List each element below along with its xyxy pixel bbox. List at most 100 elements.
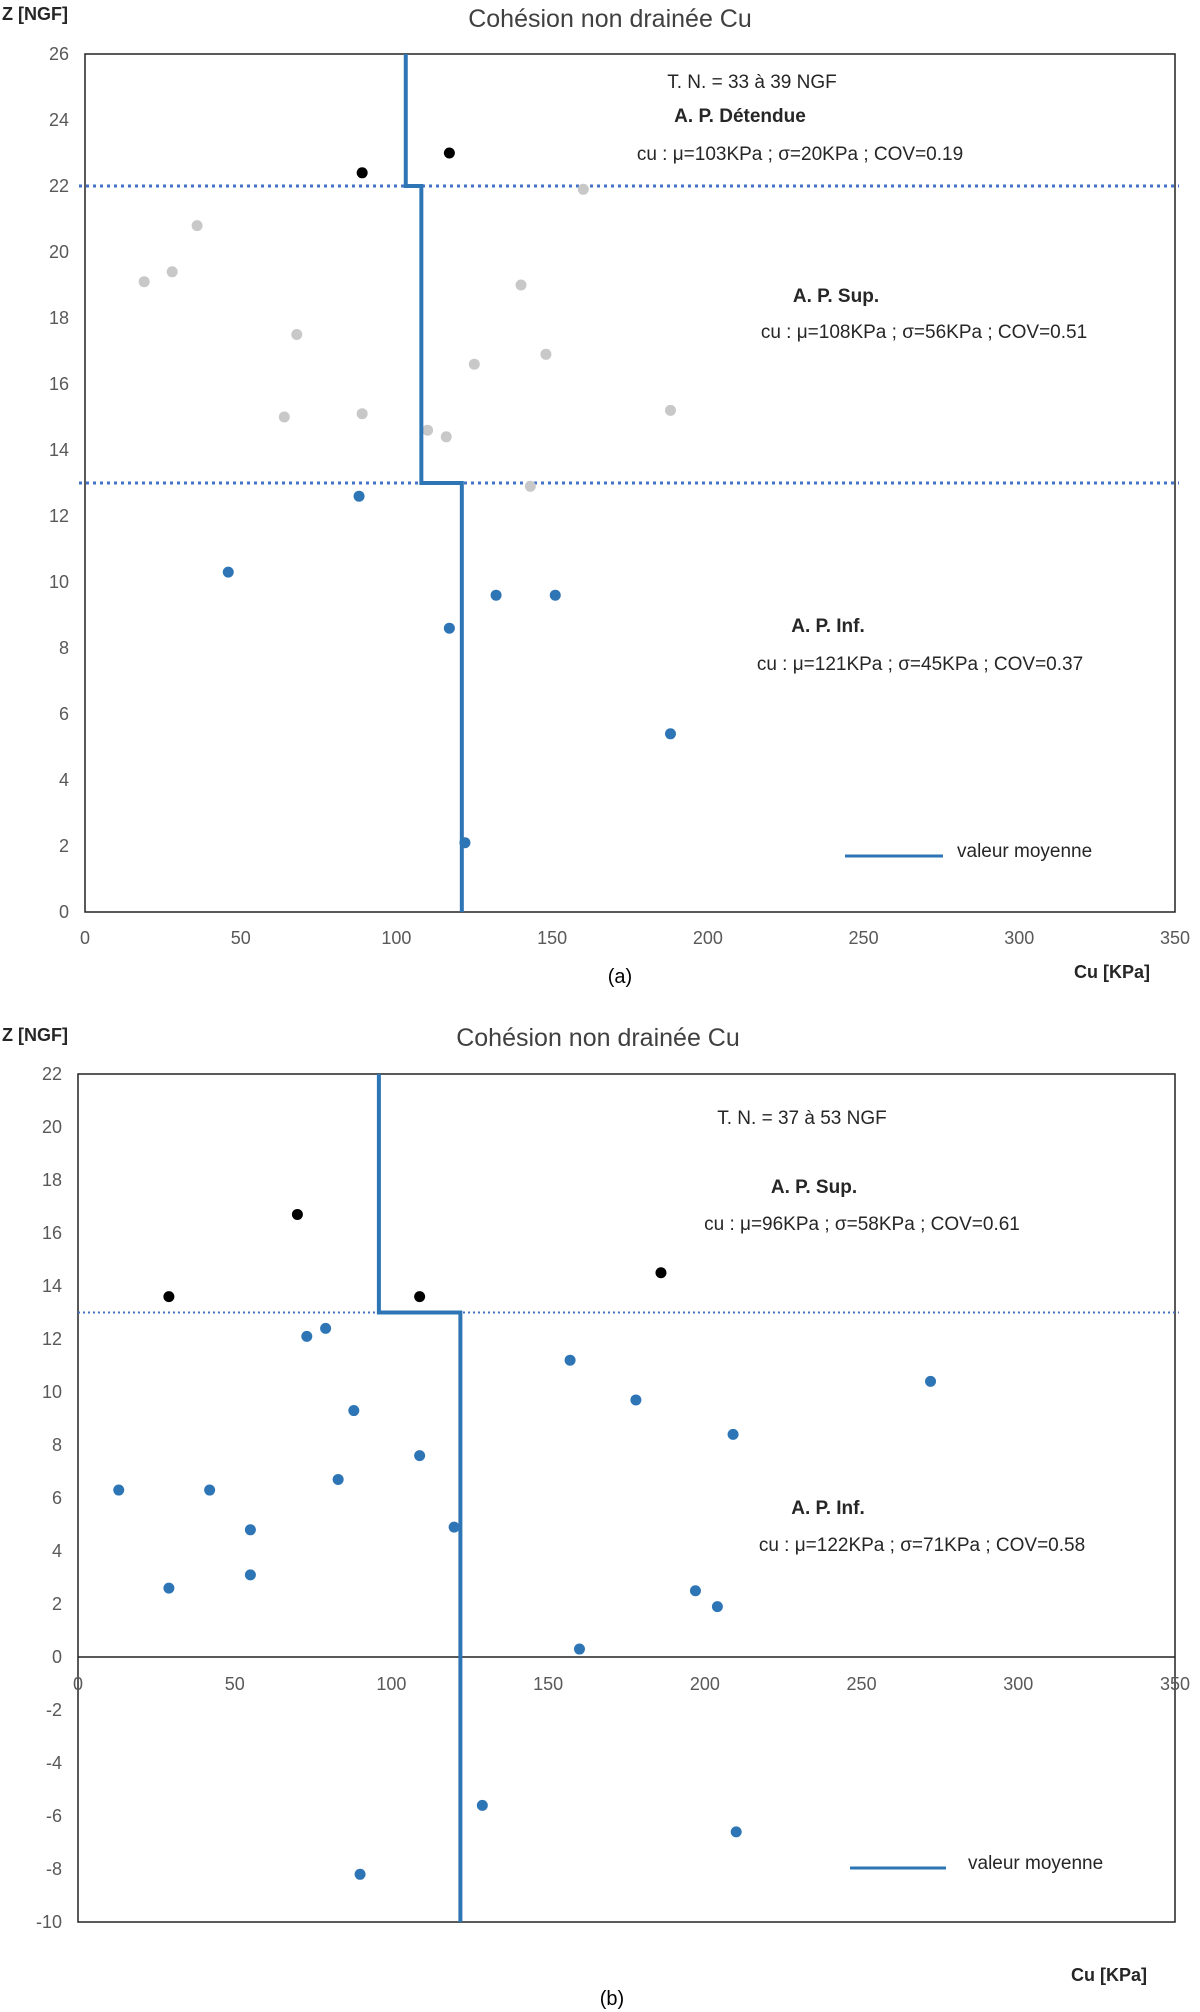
chart-a-layer1-stats: cu : μ=103KPa ; σ=20KPa ; COV=0.19 — [637, 144, 963, 165]
chart-b-legend-label: valeur moyenne — [968, 1853, 1103, 1874]
data-point — [422, 424, 434, 436]
x-tick-label: 250 — [849, 928, 879, 948]
chart-a-legend-label: valeur moyenne — [957, 841, 1092, 862]
y-tick-label: 8 — [52, 1435, 62, 1455]
chart-a-mean-line — [403, 54, 464, 912]
x-tick-label: 0 — [80, 928, 90, 948]
chart-b-layer1-label: A. P. Sup. — [771, 1177, 857, 1198]
data-point — [468, 358, 480, 370]
y-tick-label: 12 — [49, 506, 69, 526]
chart-b-ylabel: Z [NGF] — [2, 1025, 68, 1045]
data-point — [564, 1354, 576, 1366]
y-tick-label: 20 — [49, 242, 69, 262]
y-tick-label: -8 — [46, 1859, 62, 1879]
chart-b-layer2-label: A. P. Inf. — [791, 1498, 865, 1519]
data-point — [443, 622, 455, 634]
data-point — [925, 1375, 937, 1387]
data-point — [278, 411, 290, 423]
data-point — [540, 348, 552, 360]
y-tick-label: 4 — [59, 770, 69, 790]
y-tick-label: 24 — [49, 110, 69, 130]
data-point — [244, 1569, 256, 1581]
chart-a-layer2-label: A. P. Sup. — [793, 286, 879, 307]
y-tick-label: 22 — [42, 1064, 62, 1084]
data-point — [414, 1291, 426, 1303]
y-tick-label: 16 — [42, 1223, 62, 1243]
x-tick-label: 100 — [381, 928, 411, 948]
data-point — [727, 1428, 739, 1440]
y-tick-label: 12 — [42, 1329, 62, 1349]
y-tick-label: 6 — [59, 704, 69, 724]
chart-a-tn-annotation: T. N. = 33 à 39 NGF — [667, 72, 837, 93]
y-tick-label: -6 — [46, 1806, 62, 1826]
y-tick-label: -4 — [46, 1753, 62, 1773]
data-point — [573, 1643, 585, 1655]
y-tick-label: 6 — [52, 1488, 62, 1508]
x-tick-label: 150 — [533, 1674, 563, 1694]
y-tick-label: 22 — [49, 176, 69, 196]
chart-a-ylabel: Z [NGF] — [2, 4, 68, 24]
chart-b-y-ticks: -10 -8 -6 -4 -2 0 2 4 6 8 10 12 14 16 18 20 22 — [36, 1064, 62, 1932]
chart-a-layer2-stats: cu : μ=108KPa ; σ=56KPa ; COV=0.51 — [761, 322, 1087, 343]
data-point — [515, 279, 527, 291]
data-point — [354, 1868, 366, 1880]
y-tick-label: 20 — [42, 1117, 62, 1137]
chart-a-caption: (a) — [608, 966, 632, 988]
y-tick-label: 14 — [42, 1276, 62, 1296]
data-point — [664, 404, 676, 416]
data-point — [490, 589, 502, 601]
data-point — [353, 490, 365, 502]
data-point — [664, 728, 676, 740]
data-point — [191, 220, 203, 232]
data-point — [163, 1582, 175, 1594]
data-point — [348, 1405, 360, 1417]
data-point — [689, 1585, 701, 1597]
y-tick-label: 2 — [59, 836, 69, 856]
x-tick-label: 100 — [376, 1674, 406, 1694]
data-point — [244, 1524, 256, 1536]
chart-a-layer1-label: A. P. Détendue — [674, 106, 806, 127]
data-point — [356, 167, 368, 179]
chart-b-tn-annotation: T. N. = 37 à 53 NGF — [717, 1108, 887, 1129]
data-point — [440, 431, 452, 443]
y-tick-label: 18 — [42, 1170, 62, 1190]
data-point — [630, 1394, 642, 1406]
y-tick-label: 2 — [52, 1594, 62, 1614]
chart-a-xlabel: Cu [KPa] — [1074, 962, 1150, 982]
chart-b-x-ticks: 0 50 100 150 200 250 300 350 — [73, 1674, 1190, 1694]
x-tick-label: 200 — [693, 928, 723, 948]
y-tick-label: 8 — [59, 638, 69, 658]
y-tick-label: 10 — [49, 572, 69, 592]
y-tick-label: 0 — [59, 902, 69, 922]
data-point — [166, 266, 178, 278]
y-tick-label: 16 — [49, 374, 69, 394]
y-tick-label: 26 — [49, 44, 69, 64]
chart-a-layer3-label: A. P. Inf. — [791, 616, 865, 637]
y-tick-label: 4 — [52, 1541, 62, 1561]
data-point — [204, 1484, 216, 1496]
chart-a-title: Cohésion non drainée Cu — [468, 5, 752, 33]
y-tick-label: 10 — [42, 1382, 62, 1402]
chart-b: Cohésion non drainée Cu Z [NGF] -10-8-6-… — [2, 1024, 1190, 2010]
chart-b-mean-line — [376, 1074, 463, 1922]
data-point — [163, 1291, 175, 1303]
chart-a-points — [138, 147, 676, 849]
x-tick-label: 350 — [1160, 1674, 1190, 1694]
chart-a-plot-area — [84, 53, 1176, 913]
y-tick-label: -2 — [46, 1700, 62, 1720]
data-point — [301, 1330, 313, 1342]
y-tick-label: 14 — [49, 440, 69, 460]
chart-b-xlabel: Cu [KPa] — [1071, 1965, 1147, 1985]
data-point — [222, 566, 234, 578]
data-point — [448, 1521, 460, 1533]
chart-a-x-ticks: 0 50 100 150 200 250 300 350 — [80, 928, 1190, 948]
chart-a: Cohésion non drainée Cu Z [NGF] 02468101… — [2, 4, 1190, 988]
data-point — [711, 1601, 723, 1613]
data-point — [655, 1267, 667, 1279]
x-tick-label: 350 — [1160, 928, 1190, 948]
x-tick-label: 50 — [225, 1674, 245, 1694]
chart-b-points — [113, 1208, 937, 1880]
data-point — [549, 589, 561, 601]
y-tick-label: -10 — [36, 1912, 62, 1932]
